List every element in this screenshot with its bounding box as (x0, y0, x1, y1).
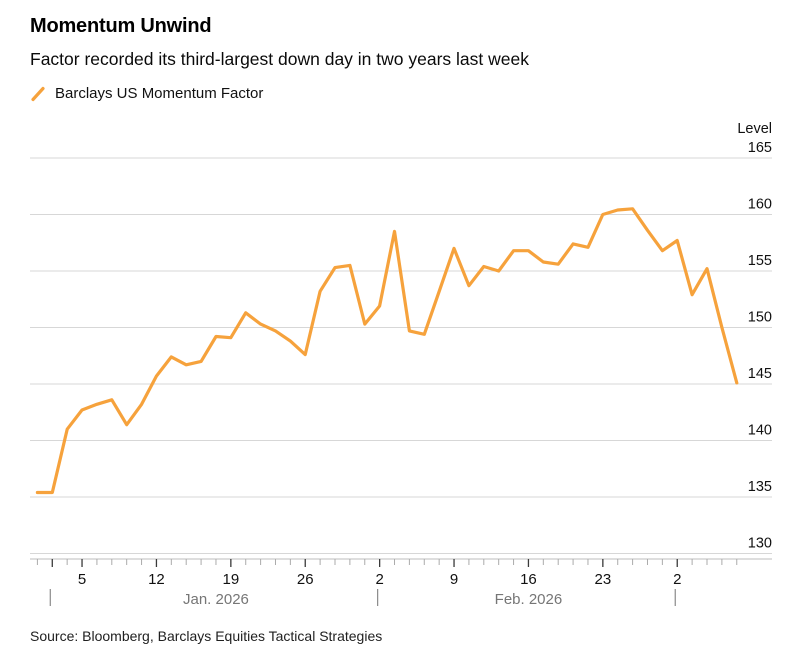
x-axis-tick-label: 23 (594, 571, 611, 588)
y-axis-title: Level (737, 121, 772, 137)
slash-icon (31, 86, 45, 101)
y-axis-tick-label: 155 (748, 253, 772, 269)
legend-series-label: Barclays US Momentum Factor (55, 85, 264, 102)
y-axis-tick-label: 140 (748, 423, 772, 439)
x-axis-tick-label: 9 (450, 571, 458, 588)
x-axis-tick-label: 19 (222, 571, 239, 588)
x-axis-tick-label: 2 (673, 571, 681, 588)
y-axis-tick-label: 145 (748, 366, 772, 382)
y-axis-tick-label: 130 (748, 536, 772, 552)
momentum-factor-line (35, 207, 739, 495)
source-attribution: Source: Bloomberg, Barclays Equities Tac… (30, 628, 383, 644)
x-axis-tick-label: 2 (375, 571, 383, 588)
y-axis-tick-label: 135 (748, 479, 772, 495)
chart-legend: Barclays US Momentum Factor (30, 85, 263, 102)
x-axis-tick-label: 12 (148, 571, 165, 588)
y-axis-tick-label: 160 (748, 197, 772, 213)
month-label: Jan. 2026 (183, 591, 249, 608)
y-axis-tick-label: 150 (748, 310, 772, 326)
x-axis-tick-label: 16 (520, 571, 537, 588)
page-title: Momentum Unwind (30, 15, 212, 37)
x-axis-tick-label: 26 (297, 571, 314, 588)
month-label: Feb. 2026 (495, 591, 563, 608)
y-axis-tick-label: 165 (748, 140, 772, 156)
x-axis-tick-label: 5 (78, 571, 86, 588)
chart-subtitle: Factor recorded its third-largest down d… (30, 49, 529, 69)
